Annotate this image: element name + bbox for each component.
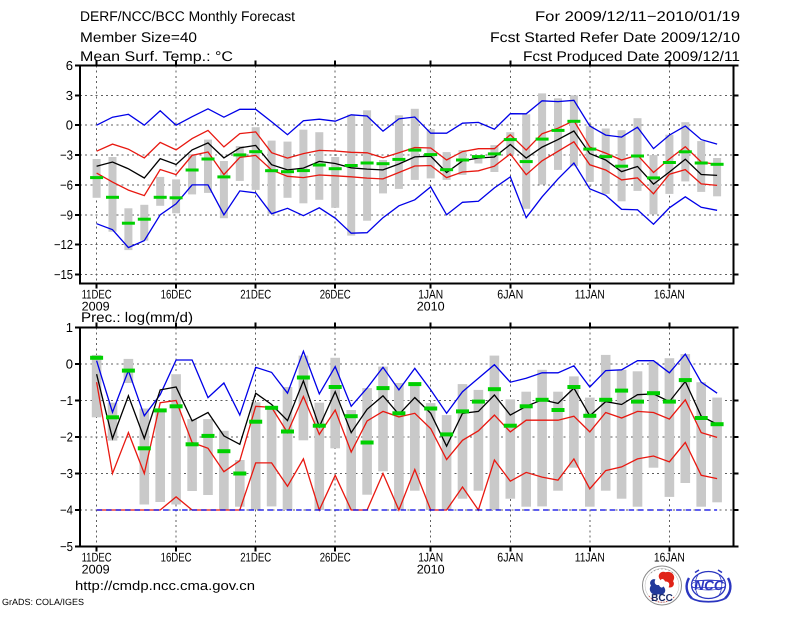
svg-text:21DEC: 21DEC [240,288,271,302]
svg-text:−2: −2 [60,430,73,445]
svg-text:16DEC: 16DEC [161,288,192,302]
svg-text:−12: −12 [54,237,73,252]
svg-text:2010: 2010 [417,563,445,577]
svg-text:1JAN: 1JAN [418,551,443,565]
svg-text:−6: −6 [60,177,73,192]
svg-text:2009: 2009 [82,300,110,314]
svg-text:0: 0 [66,118,73,133]
svg-text:11JAN: 11JAN [575,551,605,565]
svg-text:0: 0 [66,357,73,372]
svg-text:−3: −3 [60,148,73,163]
svg-text:6JAN: 6JAN [497,288,523,302]
svg-text:−9: −9 [60,207,73,222]
svg-text:16JAN: 16JAN [654,551,685,565]
svg-text:Mean Surf. Temp.: °C: Mean Surf. Temp.: °C [80,48,233,64]
svg-text:26DEC: 26DEC [320,288,351,302]
svg-text:26DEC: 26DEC [320,551,351,565]
svg-text:2009: 2009 [82,563,110,577]
svg-text:21DEC: 21DEC [240,551,271,565]
svg-text:11DEC: 11DEC [82,288,112,302]
svg-text:16JAN: 16JAN [654,288,685,302]
svg-text:6: 6 [66,58,73,73]
svg-text:11JAN: 11JAN [575,288,605,302]
svg-text:BCC: BCC [651,593,673,604]
svg-text:−15: −15 [54,267,73,282]
svg-text:NCC: NCC [694,578,723,593]
svg-text:Prec.: log(mm/d): Prec.: log(mm/d) [81,309,193,325]
svg-text:−4: −4 [60,503,73,518]
svg-text:Member Size=40: Member Size=40 [80,29,197,45]
svg-text:3: 3 [66,88,73,103]
svg-text:Fcst Produced Date 2009/12/11: Fcst Produced Date 2009/12/11 [523,48,740,64]
svg-text:http://cmdp.ncc.cma.gov.cn: http://cmdp.ncc.cma.gov.cn [75,578,255,593]
svg-text:−1: −1 [60,393,73,408]
svg-text:−5: −5 [60,539,73,554]
svg-text:6JAN: 6JAN [497,551,523,565]
svg-text:1: 1 [66,320,73,335]
svg-text:DERF/NCC/BCC Monthly Forecast: DERF/NCC/BCC Monthly Forecast [80,8,295,24]
svg-text:2010: 2010 [417,300,445,314]
svg-text:1JAN: 1JAN [418,288,443,302]
svg-text:11DEC: 11DEC [82,551,112,565]
svg-text:16DEC: 16DEC [161,551,192,565]
svg-text:Fcst Started Refer Date 2009/1: Fcst Started Refer Date 2009/12/10 [490,29,740,45]
svg-text:For 2009/12/11−2010/01/19: For 2009/12/11−2010/01/19 [535,8,740,24]
svg-text:−3: −3 [60,466,73,481]
svg-text:GrADS: COLA/IGES: GrADS: COLA/IGES [2,597,84,607]
